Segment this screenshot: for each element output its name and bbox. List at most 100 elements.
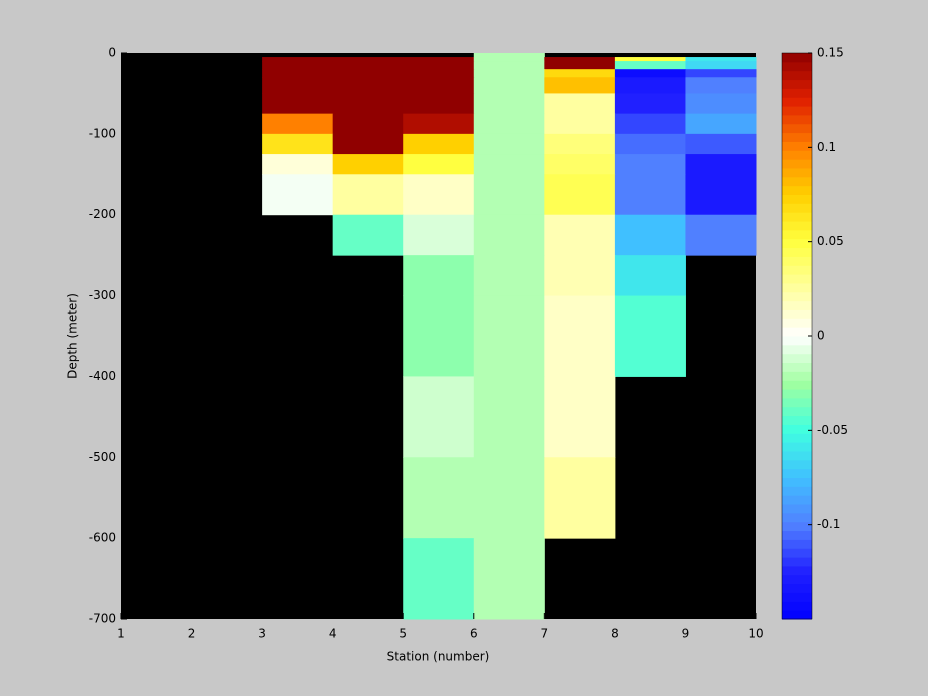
heatmap-cell: [473, 214, 545, 256]
heatmap-cell: [544, 174, 616, 216]
colorbar-band: [782, 565, 812, 576]
heatmap-cell: [332, 57, 404, 62]
heatmap-cell: [614, 69, 686, 78]
heatmap-cell: [473, 376, 545, 458]
heatmap-cell: [262, 133, 334, 155]
colorbar-tick-label: 0.05: [817, 234, 844, 248]
x-axis-label: Station (number): [387, 650, 490, 664]
heatmap-cell: [544, 93, 616, 115]
x-tick-label: 3: [258, 627, 266, 641]
heatmap-cell: [332, 77, 404, 94]
colorbar-band: [782, 123, 812, 134]
heatmap-cell: [403, 61, 475, 70]
colorbar-band: [782, 592, 812, 602]
colorbar-band: [782, 176, 812, 187]
y-axis-label: Depth (meter): [66, 293, 80, 379]
heatmap-cell: [544, 133, 616, 155]
heatmap-cell: [614, 57, 686, 62]
x-tick-label: 2: [188, 627, 196, 641]
heatmap-cell: [332, 133, 404, 155]
x-tick-label: 8: [611, 627, 619, 641]
colorbar-band: [782, 300, 812, 310]
heatmap-cell: [403, 113, 475, 135]
heatmap-cell: [473, 133, 545, 155]
heatmap-cell: [685, 154, 757, 175]
heatmap-cell: [544, 457, 616, 539]
colorbar-band: [782, 238, 812, 249]
colorbar-band: [782, 380, 812, 390]
colorbar-band: [782, 88, 812, 98]
heatmap-cell: [473, 538, 545, 620]
x-tick-label: 5: [399, 627, 407, 641]
x-tick-label: 4: [329, 627, 337, 641]
heatmap-cell: [403, 376, 475, 458]
heatmap-cell: [544, 255, 616, 297]
colorbar-band: [782, 610, 812, 620]
heatmap-cell: [473, 57, 545, 62]
colorbar-band: [782, 450, 812, 461]
colorbar-band: [782, 557, 812, 567]
heatmap-cell: [614, 154, 686, 175]
colorbar-band: [782, 486, 812, 496]
heatmap-cell: [403, 57, 475, 62]
heatmap-cell: [403, 255, 475, 297]
colorbar-band: [782, 327, 812, 337]
colorbar-band: [782, 79, 812, 89]
heatmap-cell: [403, 295, 475, 377]
heatmap-cell: [262, 57, 334, 62]
heatmap-cell: [685, 133, 757, 155]
heatmap-cell: [332, 61, 404, 70]
colorbar-band: [782, 389, 812, 399]
heatmap-cell: [544, 113, 616, 135]
heatmap-cell: [403, 69, 475, 78]
heatmap-cell: [685, 113, 757, 135]
colorbar-tick-label: -0.1: [817, 517, 840, 531]
heatmap-cell: [685, 174, 757, 216]
colorbar-band: [782, 256, 812, 266]
heatmap-cell: [685, 57, 757, 62]
colorbar-band: [782, 221, 812, 231]
colorbar-band: [782, 468, 812, 478]
heatmap-cell: [332, 69, 404, 78]
colorbar-band: [782, 106, 812, 116]
heatmap-cell: [403, 214, 475, 256]
colorbar-band: [782, 344, 812, 355]
heatmap-cell: [614, 61, 686, 70]
colorbar-band: [782, 132, 812, 142]
heatmap-cell: [332, 154, 404, 175]
x-tick-label: 7: [541, 627, 549, 641]
heatmap-cell: [685, 93, 757, 115]
colorbar-band: [782, 247, 812, 257]
colorbar-band: [782, 70, 812, 81]
y-tick-label: -700: [89, 612, 116, 626]
heatmap-cell: [403, 538, 475, 620]
x-tick-label: 1: [117, 627, 125, 641]
heatmap-cell: [473, 113, 545, 135]
y-tick-label: -300: [89, 288, 116, 302]
heatmap-cell: [614, 174, 686, 216]
heatmap-cell: [403, 77, 475, 94]
heatmap-cell: [544, 69, 616, 78]
colorbar-band: [782, 229, 812, 240]
heatmap-cell: [614, 93, 686, 115]
colorbar-tick-label: 0.15: [817, 46, 844, 60]
heatmap-cell: [332, 214, 404, 256]
colorbar-band: [782, 265, 812, 275]
colorbar-band: [782, 336, 812, 346]
colorbar-band: [782, 61, 812, 72]
colorbar-band: [782, 274, 812, 284]
colorbar-band: [782, 212, 812, 222]
colorbar-band: [782, 97, 812, 107]
heatmap-cell: [614, 113, 686, 135]
colorbar-band: [782, 194, 812, 204]
colorbar-band: [782, 318, 812, 328]
heatmap-cell: [614, 214, 686, 256]
colorbar-band: [782, 406, 812, 417]
heatmap-cell: [544, 214, 616, 256]
colorbar-band: [782, 574, 812, 585]
heatmap-cell: [473, 174, 545, 216]
heatmap-cell: [473, 69, 545, 78]
heatmap-cell: [473, 255, 545, 297]
colorbar-band: [782, 185, 812, 195]
